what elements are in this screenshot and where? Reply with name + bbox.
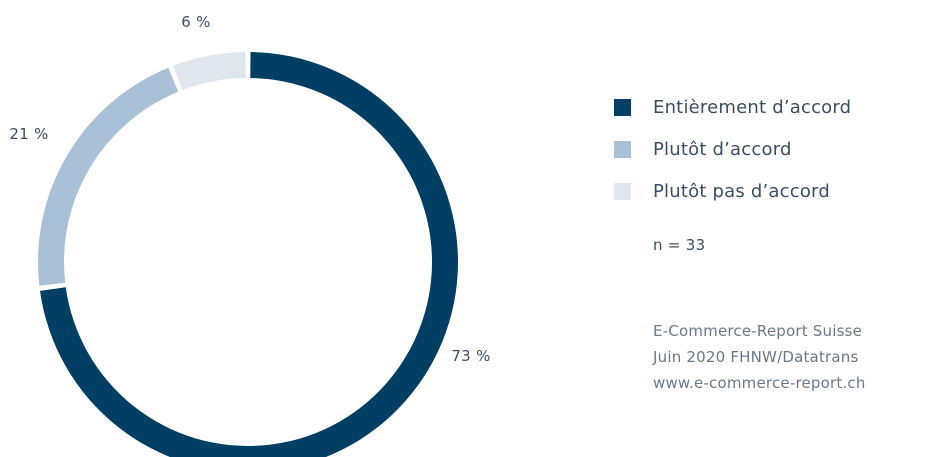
source-note: E-Commerce-Report Suisse Juin 2020 FHNW/…: [653, 318, 866, 396]
legend-label: Plutôt d’accord: [653, 138, 792, 160]
source-line: www.e-commerce-report.ch: [653, 374, 866, 392]
donut-slice-2: [38, 67, 179, 286]
donut-slice-3: [173, 52, 246, 91]
legend-swatch-square-icon: [614, 98, 631, 116]
slice-label-entierement-d-accord: 73 %: [451, 347, 491, 365]
legend-swatch-square-icon: [614, 182, 631, 200]
legend: Entièrement d’accord Plutôt d’accord Plu…: [614, 86, 851, 212]
legend-label: Entièrement d’accord: [653, 96, 852, 118]
source-line: Juin 2020 FHNW/Datatrans: [653, 348, 859, 366]
slice-label-plutot-pas-d-accord: 6 %: [181, 13, 211, 31]
legend-item-entierement-d-accord: Entièrement d’accord: [614, 86, 851, 128]
legend-swatch-square-icon: [614, 140, 631, 158]
legend-item-plutot-pas-d-accord: Plutôt pas d’accord: [614, 170, 851, 212]
source-line: E-Commerce-Report Suisse: [653, 322, 863, 340]
slice-label-plutot-d-accord: 21 %: [9, 125, 49, 143]
sample-size-note: n = 33: [653, 236, 706, 254]
legend-label: Plutôt pas d’accord: [653, 180, 830, 202]
legend-item-plutot-d-accord: Plutôt d’accord: [614, 128, 851, 170]
